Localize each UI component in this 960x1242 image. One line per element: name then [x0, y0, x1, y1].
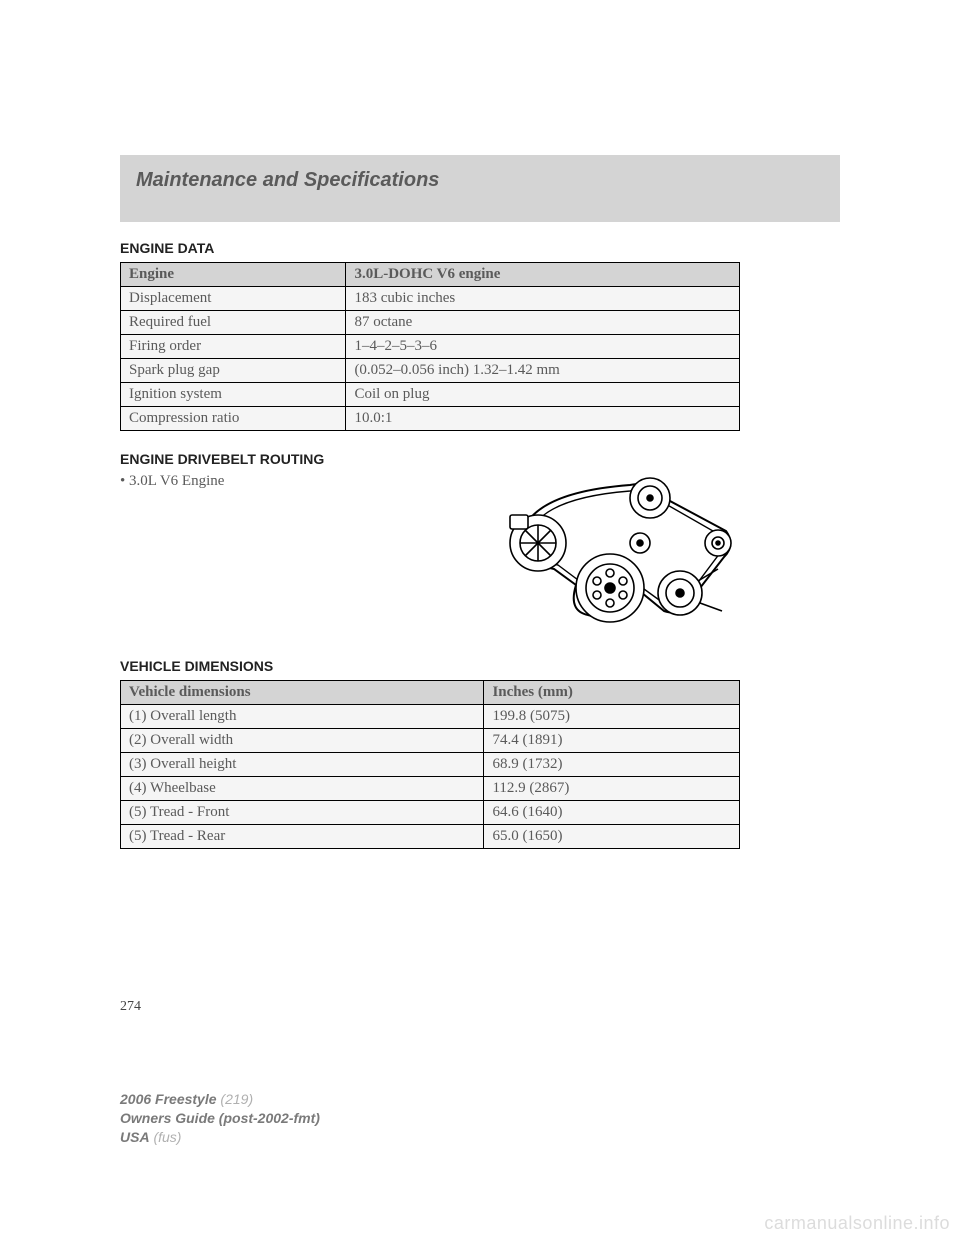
- footer-region: USA: [120, 1129, 150, 1145]
- cell-label: Displacement: [121, 287, 346, 311]
- belt-routing-svg: [470, 473, 750, 628]
- table-row: (5) Tread - Front64.6 (1640): [121, 801, 740, 825]
- chapter-title: Maintenance and Specifications: [136, 169, 824, 192]
- footer-model: 2006 Freestyle: [120, 1091, 217, 1107]
- drivebelt-bullet: • 3.0L V6 Engine: [120, 473, 380, 490]
- cell-label: (5) Tread - Rear: [121, 825, 484, 849]
- cell-value: (0.052–0.056 inch) 1.32–1.42 mm: [346, 359, 740, 383]
- cell-value: 64.6 (1640): [484, 801, 740, 825]
- table-row: (4) Wheelbase112.9 (2867): [121, 777, 740, 801]
- footer: 2006 Freestyle (219) Owners Guide (post-…: [120, 1090, 320, 1147]
- table-row: (3) Overall height68.9 (1732): [121, 753, 740, 777]
- cell-label: Compression ratio: [121, 407, 346, 431]
- footer-line-1: 2006 Freestyle (219): [120, 1090, 320, 1109]
- cell-label: Ignition system: [121, 383, 346, 407]
- engine-data-heading: ENGINE DATA: [120, 240, 840, 256]
- cell-value: 74.4 (1891): [484, 729, 740, 753]
- cell-label: Firing order: [121, 335, 346, 359]
- table-row: (5) Tread - Rear65.0 (1650): [121, 825, 740, 849]
- page-number: 274: [120, 999, 840, 1015]
- cell-value: 183 cubic inches: [346, 287, 740, 311]
- watermark: carmanualsonline.info: [764, 1213, 950, 1234]
- drivebelt-heading: ENGINE DRIVEBELT ROUTING: [120, 451, 840, 467]
- table-row: Required fuel87 octane: [121, 311, 740, 335]
- cell-label: (2) Overall width: [121, 729, 484, 753]
- table-row: Ignition systemCoil on plug: [121, 383, 740, 407]
- cell-label: Required fuel: [121, 311, 346, 335]
- footer-line-3: USA (fus): [120, 1128, 320, 1147]
- table-row: (1) Overall length199.8 (5075): [121, 705, 740, 729]
- engine-data-table: Engine 3.0L-DOHC V6 engine Displacement1…: [120, 262, 740, 431]
- cell-value: 112.9 (2867): [484, 777, 740, 801]
- cell-value: Coil on plug: [346, 383, 740, 407]
- dimensions-table: Vehicle dimensions Inches (mm) (1) Overa…: [120, 680, 740, 849]
- cell-label: (5) Tread - Front: [121, 801, 484, 825]
- footer-region-code: (fus): [153, 1129, 181, 1145]
- table-row: Displacement183 cubic inches: [121, 287, 740, 311]
- table-row: (2) Overall width74.4 (1891): [121, 729, 740, 753]
- table-header-row: Vehicle dimensions Inches (mm): [121, 681, 740, 705]
- table-header-row: Engine 3.0L-DOHC V6 engine: [121, 263, 740, 287]
- cell-label: (3) Overall height: [121, 753, 484, 777]
- cell-value: 1–4–2–5–3–6: [346, 335, 740, 359]
- footer-guide: Owners Guide (post-2002-fmt): [120, 1109, 320, 1128]
- table-row: Spark plug gap(0.052–0.056 inch) 1.32–1.…: [121, 359, 740, 383]
- drivebelt-diagram: [380, 473, 840, 628]
- cell-value: 87 octane: [346, 311, 740, 335]
- cell-label: Spark plug gap: [121, 359, 346, 383]
- cell-label: (4) Wheelbase: [121, 777, 484, 801]
- dim-col2-header: Inches (mm): [484, 681, 740, 705]
- engine-col1-header: Engine: [121, 263, 346, 287]
- dimensions-heading: VEHICLE DIMENSIONS: [120, 658, 840, 674]
- page-content: Maintenance and Specifications ENGINE DA…: [0, 0, 960, 1015]
- engine-col2-header: 3.0L-DOHC V6 engine: [346, 263, 740, 287]
- drivebelt-section: • 3.0L V6 Engine: [120, 473, 840, 628]
- table-row: Compression ratio10.0:1: [121, 407, 740, 431]
- cell-value: 10.0:1: [346, 407, 740, 431]
- cell-value: 199.8 (5075): [484, 705, 740, 729]
- chapter-header: Maintenance and Specifications: [120, 155, 840, 222]
- dim-col1-header: Vehicle dimensions: [121, 681, 484, 705]
- cell-value: 68.9 (1732): [484, 753, 740, 777]
- footer-model-code: (219): [220, 1091, 253, 1107]
- cell-label: (1) Overall length: [121, 705, 484, 729]
- cell-value: 65.0 (1650): [484, 825, 740, 849]
- table-row: Firing order1–4–2–5–3–6: [121, 335, 740, 359]
